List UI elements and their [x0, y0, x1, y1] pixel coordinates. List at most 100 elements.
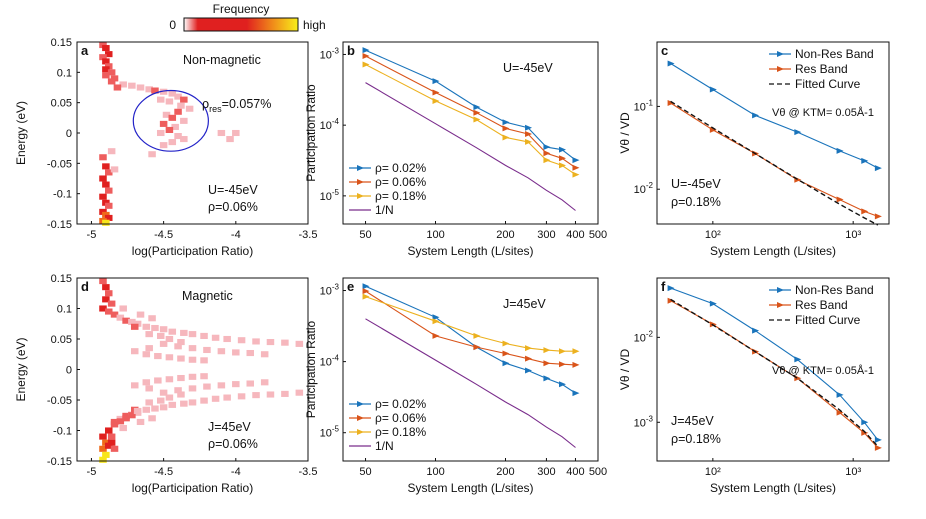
colorbar-title: Frequency: [213, 2, 270, 16]
data-marker: [357, 415, 364, 421]
heat-cell: [211, 334, 220, 341]
heat-cell: [102, 58, 110, 65]
data-marker: [473, 109, 481, 116]
y-axis-label: Vθ / VD: [618, 348, 632, 390]
x-tick-label: 10³: [845, 466, 861, 478]
heat-cell: [200, 332, 208, 339]
y-axis-label: Energy (eV): [14, 101, 28, 165]
heat-cell: [133, 407, 142, 415]
data-marker: [572, 348, 580, 355]
heat-cell: [116, 314, 125, 321]
x-tick-label: 500: [589, 466, 607, 478]
legend-label: 1/N: [375, 203, 394, 217]
y-tick-label: 0: [66, 128, 72, 140]
heat-cell: [232, 129, 240, 137]
heat-cell: [151, 405, 159, 412]
panel-label: c: [661, 43, 668, 58]
highlight-circle: [132, 89, 209, 152]
heat-cell: [165, 126, 174, 133]
heat-cell: [246, 380, 255, 387]
x-axis-label: System Length (L/sites): [407, 481, 533, 495]
heat-cell: [266, 391, 275, 398]
y-tick-label: 0.05: [51, 98, 72, 110]
heat-cell: [102, 66, 110, 73]
heat-cell: [105, 169, 113, 176]
data-marker: [362, 61, 370, 68]
legend-label: 1/N: [375, 439, 394, 453]
heat-cell: [177, 355, 185, 362]
data-marker: [558, 155, 566, 162]
heat-cell: [237, 393, 246, 400]
data-marker: [362, 293, 370, 300]
annotation: Vθ @ KTM= 0.05Å-1: [772, 364, 874, 377]
heat-cell: [252, 392, 260, 399]
heat-cell: [200, 357, 208, 364]
data-marker: [543, 157, 551, 164]
y-tick-label: -0.1: [53, 426, 72, 438]
data-marker: [777, 66, 784, 72]
heat-cell: [156, 96, 165, 103]
heat-cell: [281, 339, 289, 346]
heat-cell: [295, 389, 304, 396]
data-marker: [502, 340, 510, 347]
heat-cell: [110, 311, 119, 318]
data-marker: [572, 361, 580, 368]
heat-cell: [165, 98, 174, 105]
data-marker: [432, 314, 440, 321]
y-tick-label: 10-5: [320, 425, 340, 440]
data-marker: [836, 391, 844, 398]
data-marker: [432, 78, 440, 85]
data-marker: [572, 164, 580, 171]
x-tick-label: 10²: [705, 466, 721, 478]
heat-cell: [159, 120, 168, 127]
heat-cell: [151, 87, 159, 94]
heat-cell: [174, 93, 182, 100]
heat-cell: [226, 136, 234, 143]
heat-cell: [154, 353, 162, 360]
x-tick-label: -3.5: [299, 229, 318, 241]
heat-cell: [107, 148, 116, 155]
data-marker: [525, 138, 533, 145]
data-marker: [473, 104, 481, 111]
data-marker: [473, 344, 481, 351]
data-marker: [543, 360, 551, 367]
data-marker: [861, 208, 869, 215]
data-marker: [709, 86, 717, 93]
x-tick-label: 300: [537, 466, 555, 478]
panel-f: 10² 10³ 10-2 10-3 System Length (L/sites) Vθ …: [618, 277, 890, 495]
heat-cell: [156, 129, 165, 137]
heat-cell: [217, 348, 226, 355]
data-marker: [667, 60, 675, 67]
data-marker: [543, 375, 551, 382]
heat-cell: [145, 331, 153, 338]
data-marker: [525, 124, 533, 131]
heat-cell: [148, 315, 156, 322]
heat-cell: [145, 399, 153, 406]
series-line-3: [365, 82, 576, 211]
x-tick-label: 100: [426, 229, 444, 241]
y-tick-label: 10-5: [320, 188, 340, 203]
heat-cell: [105, 214, 113, 221]
heat-cell: [128, 318, 136, 325]
heat-cell: [217, 382, 226, 389]
data-marker: [558, 348, 566, 355]
heat-cell: [142, 406, 151, 413]
y-tick-label: 10-2: [634, 329, 654, 344]
heat-cell: [99, 305, 107, 312]
heat-cell: [102, 296, 110, 303]
heat-cell: [99, 154, 107, 161]
heat-cell: [107, 300, 116, 307]
heat-cell: [281, 390, 289, 397]
heat-cell: [177, 102, 185, 109]
heat-cell: [136, 418, 145, 426]
data-marker: [861, 157, 869, 164]
data-marker: [572, 171, 580, 178]
data-marker: [777, 287, 784, 293]
heat-cell: [260, 379, 269, 386]
data-marker: [874, 444, 882, 451]
legend-label: Non-Res Band: [795, 283, 874, 297]
heat-cell: [110, 421, 119, 428]
y-tick-label: 10-1: [634, 98, 654, 113]
x-tick-label: 10³: [845, 229, 861, 241]
panel-d: -5 -4.5 -4 -3.5 0.15 0.1 0.05 0 -0.05 -0.1 -0.15 lo…: [14, 273, 317, 495]
